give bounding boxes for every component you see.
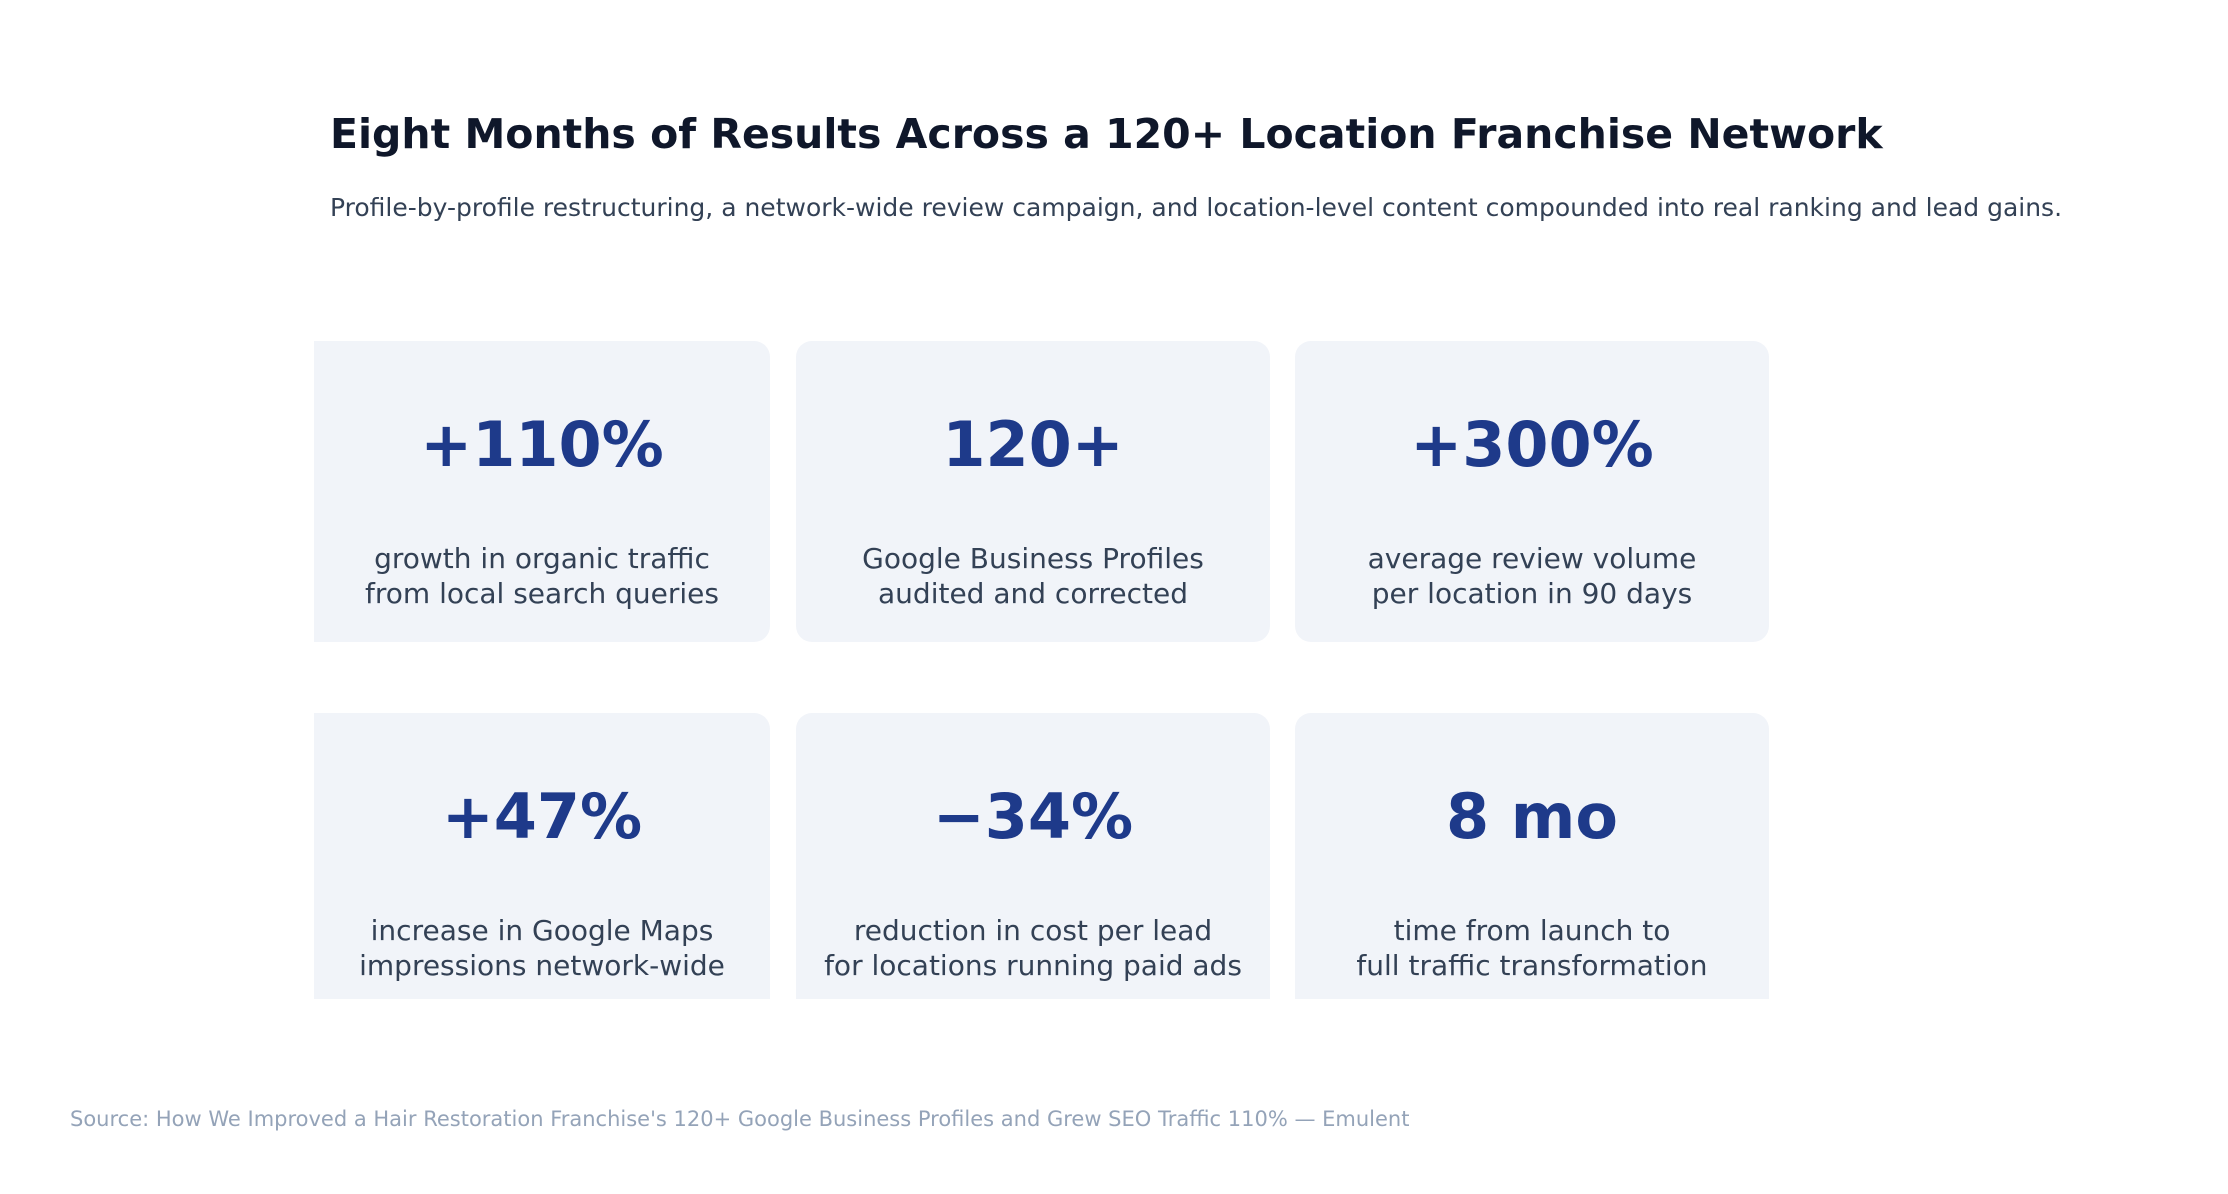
stat-description-line: reduction in cost per lead [853, 914, 1213, 947]
stat-card-cost-per-lead: −34% reduction in cost per lead for loca… [796, 713, 1270, 999]
stat-description-line: audited and corrected [878, 577, 1188, 610]
stat-description-line: Google Business Profiles [862, 542, 1204, 575]
stat-description-line: time from launch to [1393, 914, 1671, 947]
stat-description-line: average review volume [1367, 542, 1697, 575]
stat-description-line: per location in 90 days [1371, 577, 1693, 610]
stat-card-maps-impressions: +47% increase in Google Maps impressions… [314, 713, 770, 999]
page-title: Eight Months of Results Across a 120+ Lo… [330, 110, 1883, 158]
stat-card-business-profiles: 120+ Google Business Profiles audited an… [796, 341, 1270, 642]
stat-description: time from launch to full traffic transfo… [1295, 913, 1769, 983]
stat-value: +47% [441, 780, 643, 853]
stat-card-review-volume: +300% average review volume per location… [1295, 341, 1769, 642]
stat-description: average review volume per location in 90… [1295, 541, 1769, 611]
stat-description-line: for locations running paid ads [824, 949, 1242, 982]
stat-description: increase in Google Maps impressions netw… [314, 913, 770, 983]
stat-description: growth in organic traffic from local sea… [314, 541, 770, 611]
stat-value: 8 mo [1446, 780, 1618, 853]
stat-card-timeline: 8 mo time from launch to full traffic tr… [1295, 713, 1769, 999]
stat-description: reduction in cost per lead for locations… [796, 913, 1270, 983]
stat-value: +110% [420, 408, 664, 481]
stat-card-organic-traffic: +110% growth in organic traffic from loc… [314, 341, 770, 642]
stat-value: −34% [932, 780, 1134, 853]
stat-description-line: growth in organic traffic [374, 542, 710, 575]
stat-value: 120+ [942, 408, 1124, 481]
stat-description: Google Business Profiles audited and cor… [796, 541, 1270, 611]
stat-description-line: impressions network-wide [359, 949, 725, 982]
stat-description-line: increase in Google Maps [370, 914, 714, 947]
page-subtitle: Profile-by-profile restructuring, a netw… [330, 193, 2063, 222]
stat-description-line: full traffic transformation [1356, 949, 1708, 982]
source-note: Source: How We Improved a Hair Restorati… [70, 1107, 1410, 1131]
stat-description-line: from local search queries [365, 577, 719, 610]
stat-value: +300% [1410, 408, 1654, 481]
